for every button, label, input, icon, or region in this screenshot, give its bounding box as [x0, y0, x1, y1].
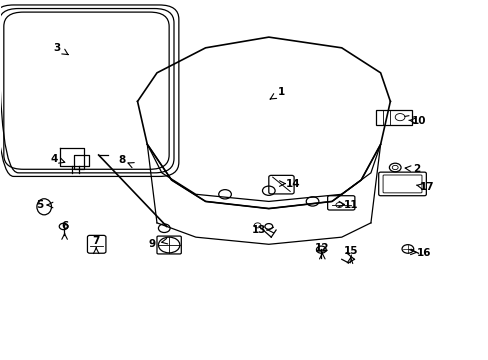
Bar	[375, 110, 411, 125]
Text: 8: 8	[118, 156, 125, 165]
Text: 1: 1	[277, 87, 284, 98]
Text: 14: 14	[285, 179, 300, 189]
Text: 4: 4	[50, 154, 58, 163]
Text: 16: 16	[416, 248, 431, 258]
Text: 2: 2	[413, 164, 420, 174]
Text: 6: 6	[61, 221, 68, 231]
Text: 10: 10	[411, 116, 426, 126]
Text: 3: 3	[54, 43, 61, 53]
Text: 9: 9	[148, 239, 155, 249]
Text: 13: 13	[251, 225, 266, 235]
Text: 12: 12	[314, 243, 329, 253]
Text: 5: 5	[36, 200, 43, 210]
Text: 7: 7	[92, 236, 100, 246]
Text: 17: 17	[419, 182, 433, 192]
Text: 11: 11	[344, 200, 358, 210]
Text: 15: 15	[344, 247, 358, 256]
